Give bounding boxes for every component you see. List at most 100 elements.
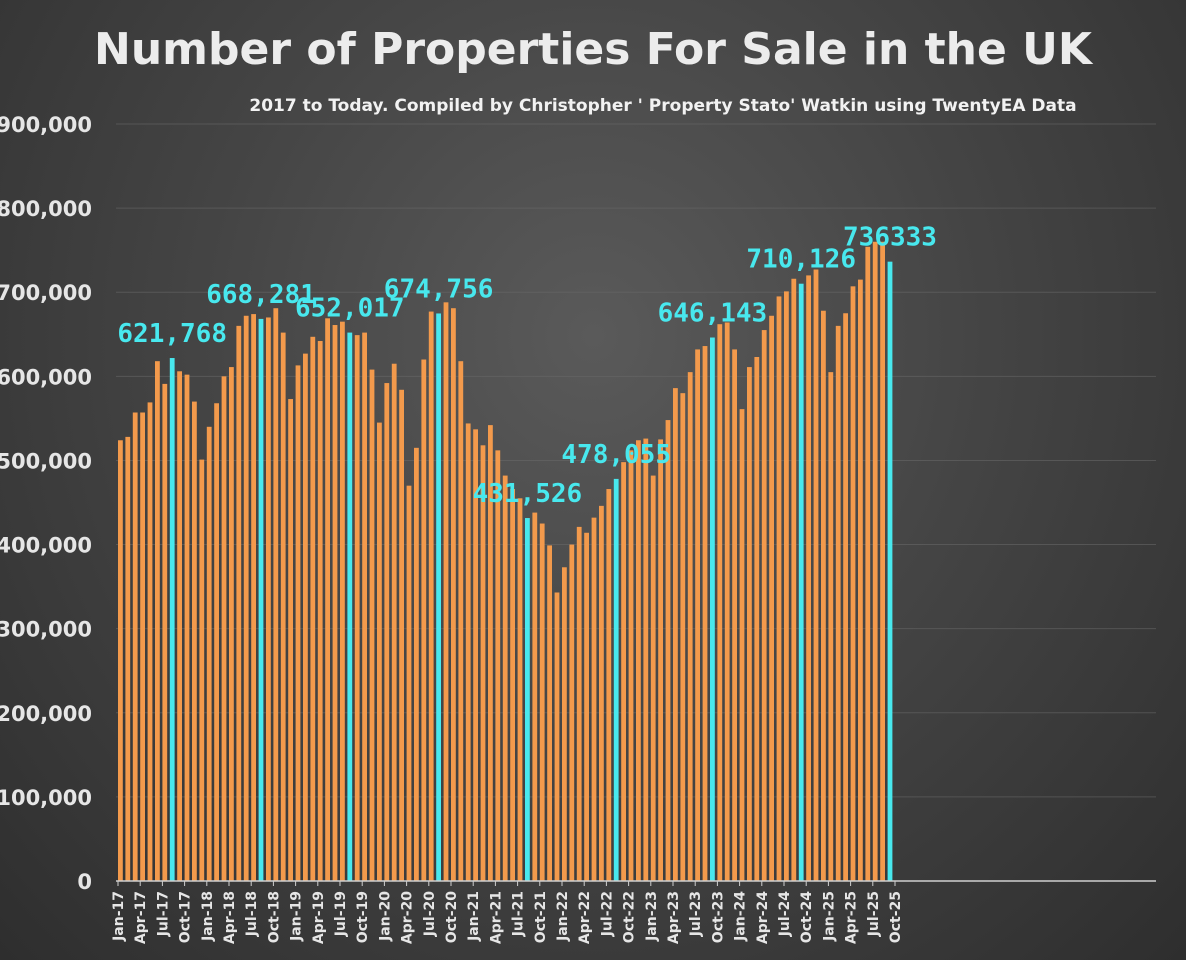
- bar: [147, 402, 153, 881]
- x-tick-label: Jul-17: [155, 891, 171, 937]
- bar: [872, 241, 878, 881]
- bar: [317, 341, 323, 881]
- bar: [377, 422, 382, 881]
- bar: [206, 426, 212, 881]
- bar: [732, 349, 737, 881]
- bar: [236, 325, 242, 881]
- x-tick-label: Apr-17: [133, 891, 149, 944]
- data-label: 736333: [843, 223, 937, 253]
- y-axis: 0 100,000 200,000 300,000 400,000 500,000 600,…: [0, 113, 92, 894]
- x-tick-label: Jan-21: [466, 891, 482, 942]
- x-tick-label: Oct-22: [622, 891, 638, 943]
- y-tick-label: 400,000: [0, 534, 92, 558]
- bar: [488, 425, 493, 881]
- bar: [665, 420, 671, 881]
- x-tick-label: Oct-24: [799, 891, 815, 943]
- bar: [761, 330, 767, 881]
- bar: [680, 393, 686, 881]
- x-tick-label: Oct-19: [355, 891, 371, 943]
- bar: [229, 367, 234, 882]
- y-tick-label: 600,000: [0, 365, 92, 389]
- x-tick-label: Jul-25: [866, 891, 882, 937]
- data-label: 710,126: [746, 245, 856, 275]
- bar: [628, 450, 634, 881]
- bar: [702, 346, 708, 881]
- bar: [443, 302, 449, 881]
- y-tick-label: 700,000: [0, 281, 92, 305]
- highlight-bar: [258, 318, 264, 881]
- bar: [584, 532, 589, 881]
- bar: [591, 517, 597, 881]
- x-tick-label: Apr-18: [222, 891, 238, 944]
- bar: [362, 332, 367, 882]
- y-tick-label: 100,000: [0, 786, 92, 810]
- bar: [155, 361, 160, 881]
- x-tick-label: Apr-23: [666, 891, 682, 944]
- bar: [340, 321, 345, 881]
- x-tick-label: Oct-20: [444, 891, 460, 943]
- x-tick-label: Apr-22: [577, 891, 593, 944]
- bar: [821, 310, 826, 882]
- data-label: 652,017: [295, 294, 405, 324]
- bars: [118, 241, 893, 882]
- bar: [562, 567, 567, 881]
- x-tick-label: Jan-25: [821, 891, 837, 942]
- bar: [599, 505, 604, 881]
- bar: [658, 439, 663, 881]
- bar: [532, 512, 538, 881]
- bar: [813, 269, 819, 881]
- bar: [273, 308, 279, 881]
- highlight-bar: [525, 518, 530, 881]
- x-tick-label: Oct-23: [710, 891, 726, 943]
- bar: [192, 401, 197, 881]
- bar: [739, 409, 745, 881]
- x-tick-label: Apr-19: [311, 891, 327, 944]
- bar: [495, 450, 501, 881]
- bar: [695, 349, 700, 881]
- bar: [673, 388, 678, 881]
- x-tick-label: Jul-18: [244, 891, 260, 937]
- bar: [776, 296, 782, 881]
- bar: [406, 485, 412, 881]
- data-label: 431,526: [473, 479, 583, 509]
- bar: [384, 383, 390, 881]
- bar: [199, 459, 205, 881]
- bar: [850, 286, 856, 882]
- y-tick-label: 800,000: [0, 197, 92, 221]
- bar: [421, 359, 427, 881]
- x-tick-label: Jul-20: [422, 891, 438, 938]
- x-tick-label: Oct-25: [888, 891, 904, 943]
- bar: [769, 315, 774, 881]
- bar: [266, 317, 271, 882]
- y-tick-label: 0: [77, 870, 92, 894]
- highlight-bar: [169, 358, 175, 881]
- y-tick-label: 300,000: [0, 618, 92, 642]
- bar: [132, 412, 138, 881]
- bar: [243, 315, 249, 881]
- x-tick-label: Jul-21: [511, 891, 527, 937]
- bar: [569, 544, 575, 881]
- bar: [547, 545, 552, 881]
- x-tick-label: Jan-20: [377, 891, 393, 942]
- bar: [162, 383, 168, 881]
- bar: [806, 275, 811, 881]
- bar: [177, 371, 182, 881]
- bar: [606, 489, 612, 881]
- highlight-bar: [436, 313, 441, 882]
- bar: [480, 445, 486, 881]
- x-tick-label: Jan-17: [111, 891, 127, 942]
- x-tick-label: Jul-23: [688, 891, 704, 937]
- x-tick-label: Apr-25: [844, 891, 860, 944]
- y-tick-label: 500,000: [0, 449, 92, 473]
- bar: [414, 447, 419, 881]
- bar: [880, 241, 885, 881]
- bar: [391, 363, 397, 882]
- bar: [828, 372, 834, 881]
- bar: [784, 291, 789, 881]
- x-tick-label: Jan-22: [555, 891, 571, 942]
- chart-subtitle: 2017 to Today. Compiled by Christopher '…: [249, 96, 1076, 116]
- x-tick-label: Jul-24: [777, 891, 793, 938]
- bar: [251, 314, 256, 882]
- bar: [332, 325, 338, 881]
